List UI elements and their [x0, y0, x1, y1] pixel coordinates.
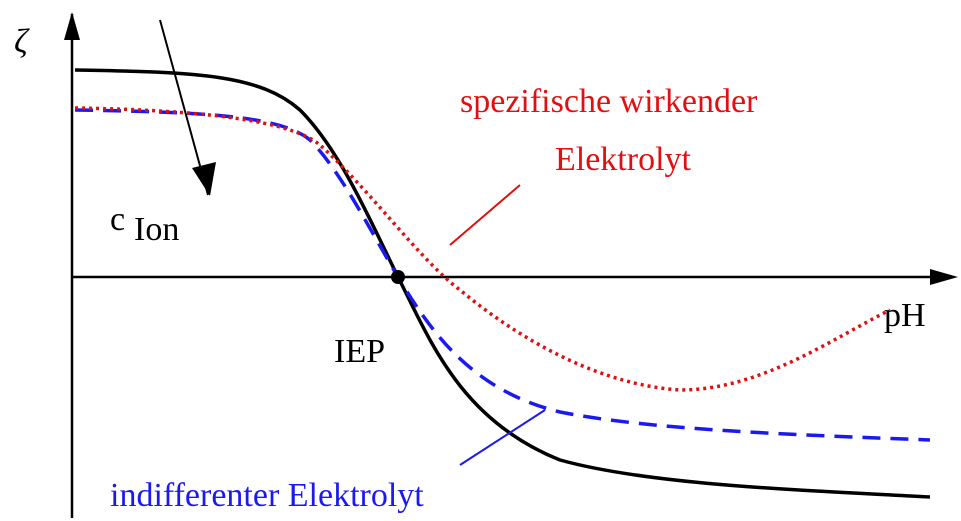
- indifferent-label: indifferenter Elektrolyt: [110, 477, 424, 514]
- concentration-label: c: [110, 201, 125, 238]
- indifferent-pointer: [459, 409, 546, 466]
- specific-label-1: spezifische wirkender: [460, 83, 758, 120]
- x-axis-arrow: [930, 269, 958, 285]
- red-dotted-curve: [74, 106, 891, 392]
- black-curve: [74, 68, 931, 499]
- specific-label-2: Elektrolyt: [555, 141, 692, 178]
- y-axis-arrow: [64, 12, 80, 40]
- x-axis-label: pH: [884, 297, 926, 334]
- concentration-subscript: Ion: [134, 211, 179, 248]
- concentration-arrowhead: [192, 162, 216, 196]
- concentration-arrow: [159, 19, 209, 196]
- specific-pointer: [449, 184, 521, 246]
- y-axis-label: ζ: [14, 23, 30, 60]
- iep-point: [391, 270, 405, 284]
- blue-dashed-curve: [74, 108, 931, 442]
- iep-label: IEP: [334, 333, 385, 370]
